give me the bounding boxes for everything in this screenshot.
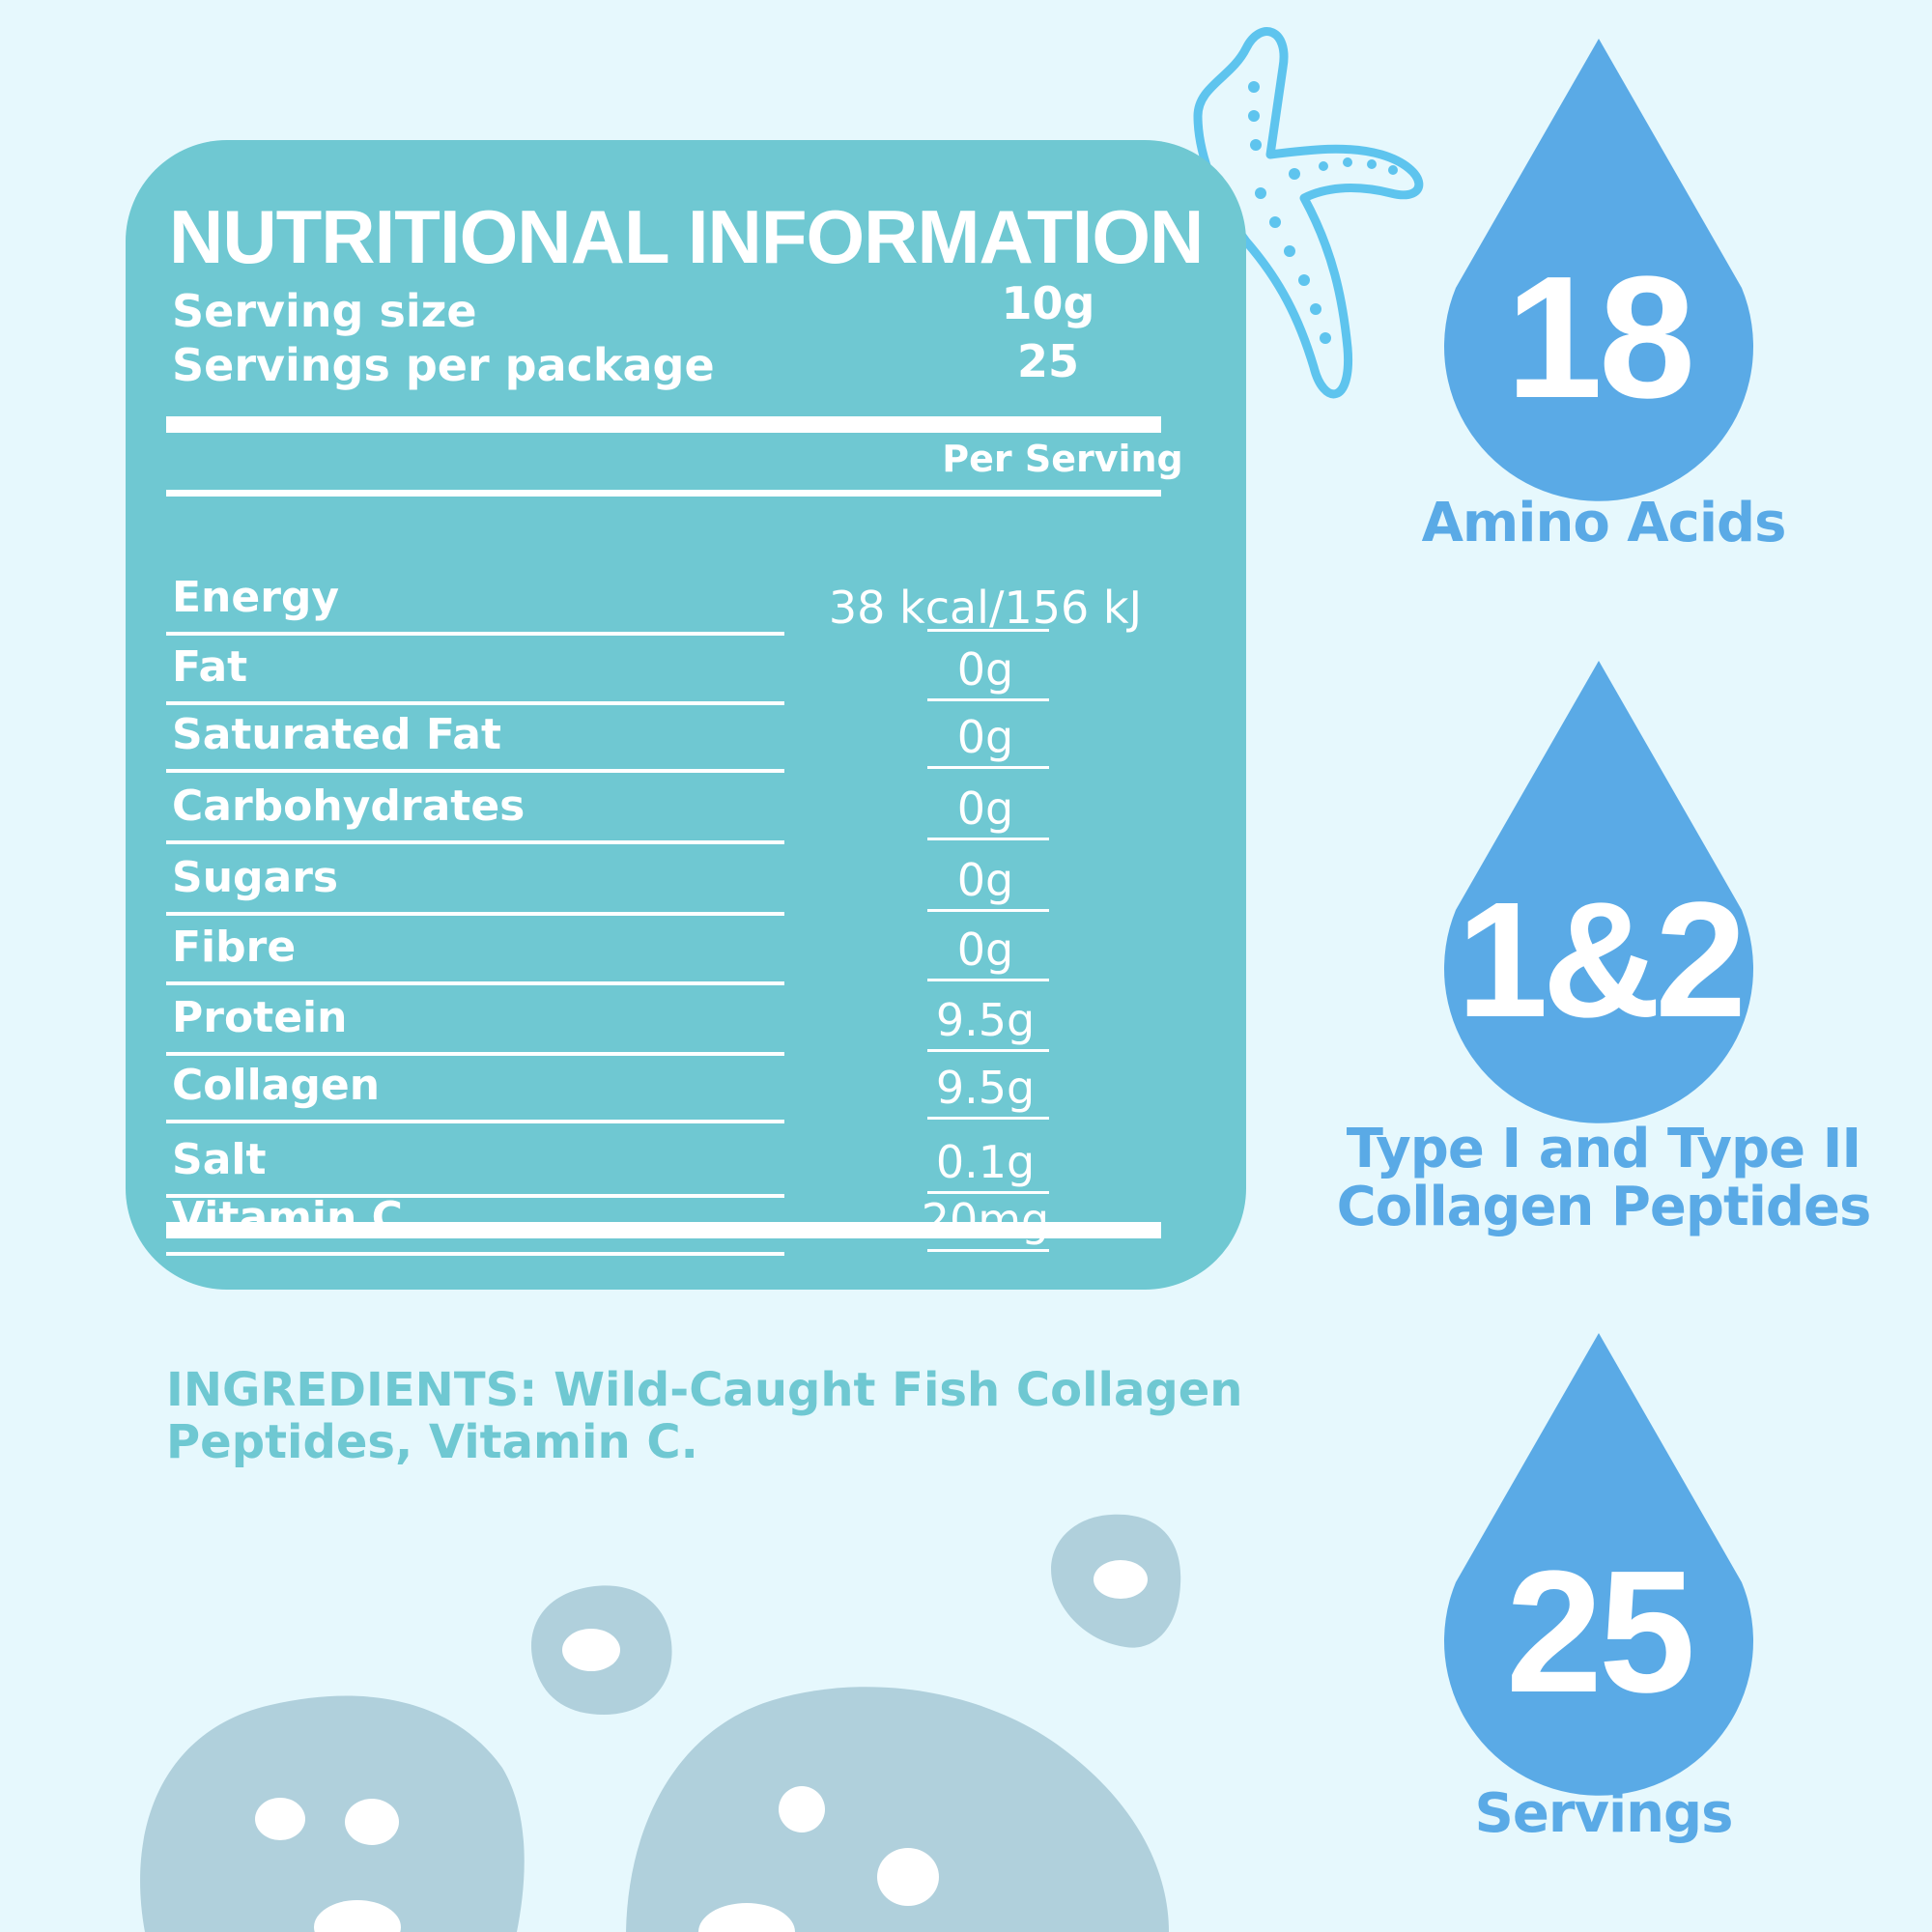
value-underline xyxy=(927,1249,1049,1252)
per-serving-header: Per Serving xyxy=(942,438,1183,480)
servings-per-package-label: Servings per package xyxy=(172,339,715,391)
nutrient-label: Collagen xyxy=(172,1061,381,1110)
nutrient-label: Fibre xyxy=(172,923,297,972)
nutrient-value: 9.5g xyxy=(935,994,1036,1046)
row-line xyxy=(166,1252,784,1256)
value-underline xyxy=(927,1117,1049,1120)
table-row: Energy 38 kcal/156 kJ xyxy=(126,568,1246,636)
nutrient-label: Energy xyxy=(172,573,340,622)
row-line xyxy=(166,632,784,636)
table-row: Protein 9.5g xyxy=(126,988,1246,1056)
water-drop-icon xyxy=(1444,1333,1753,1796)
water-drop-icon xyxy=(1444,661,1753,1123)
row-line xyxy=(166,1052,784,1056)
row-line xyxy=(166,769,784,773)
table-row: Fibre 0g xyxy=(126,918,1246,985)
value-underline xyxy=(927,979,1049,981)
table-row: Fat 0g xyxy=(126,638,1246,705)
serving-size-value: 10g xyxy=(1001,277,1095,329)
nutrient-value: 0g xyxy=(956,923,1014,976)
table-row: Saturated Fat 0g xyxy=(126,705,1246,773)
drop-caption: Servings xyxy=(1474,1782,1734,1845)
row-line xyxy=(166,981,784,985)
drop-number: 25 xyxy=(1505,1535,1695,1729)
row-line xyxy=(166,840,784,844)
drop-badge-servings: 25 xyxy=(1435,1333,1763,1797)
table-row: Salt 0.1g xyxy=(126,1130,1246,1198)
drop-caption: Type I and Type II Collagen Peptides xyxy=(1336,1118,1872,1238)
drop-number: 18 xyxy=(1505,241,1695,435)
divider-thick xyxy=(166,416,1161,433)
nutrient-label: Saturated Fat xyxy=(172,710,502,759)
drop-caption: Amino Acids xyxy=(1421,492,1787,554)
nutrient-label: Fat xyxy=(172,642,248,692)
nutrient-value: 9.5g xyxy=(935,1062,1036,1114)
nutrient-label: Protein xyxy=(172,993,348,1042)
table-row: Sugars 0g xyxy=(126,848,1246,916)
nutrient-label: Salt xyxy=(172,1135,267,1184)
panel-title: NUTRITIONAL INFORMATION xyxy=(169,194,1204,279)
value-underline xyxy=(927,698,1049,701)
servings-per-package-value: 25 xyxy=(1016,335,1079,387)
divider-thick xyxy=(166,1222,1161,1238)
nutrient-label: Carbohydrates xyxy=(172,781,526,831)
nutrient-value: 0g xyxy=(956,711,1014,763)
value-underline xyxy=(927,909,1049,912)
row-line xyxy=(166,912,784,916)
nutrient-value: 0g xyxy=(956,782,1014,835)
nutrient-value: 38 kcal/156 kJ xyxy=(828,582,1143,634)
drop-number: 1&2 xyxy=(1457,868,1747,1052)
value-underline xyxy=(927,766,1049,769)
value-underline xyxy=(927,838,1049,840)
nutrient-value: 0g xyxy=(956,643,1014,696)
row-line xyxy=(166,701,784,705)
nutrient-value: 0g xyxy=(956,854,1014,906)
value-underline xyxy=(927,1049,1049,1052)
nutrient-label: Sugars xyxy=(172,853,339,902)
serving-size-label: Serving size xyxy=(172,285,477,337)
nutrition-panel: NUTRITIONAL INFORMATION Serving size 10g… xyxy=(126,140,1246,1290)
drop-badge-amino-acids: 18 xyxy=(1435,39,1763,502)
ingredients-text: INGREDIENTS: Wild-Caught Fish Collagen P… xyxy=(166,1363,1243,1469)
divider xyxy=(166,490,1161,497)
value-underline xyxy=(927,629,1049,632)
water-drop-icon xyxy=(1444,39,1753,501)
table-row: Collagen 9.5g xyxy=(126,1056,1246,1123)
nutrient-value: 0.1g xyxy=(935,1136,1036,1188)
value-underline xyxy=(927,1191,1049,1194)
table-row: Carbohydrates 0g xyxy=(126,777,1246,844)
row-line xyxy=(166,1194,784,1198)
bubble-icon xyxy=(140,1514,1181,1932)
drop-badge-collagen-types: 1&2 xyxy=(1435,661,1763,1124)
row-line xyxy=(166,1120,784,1123)
